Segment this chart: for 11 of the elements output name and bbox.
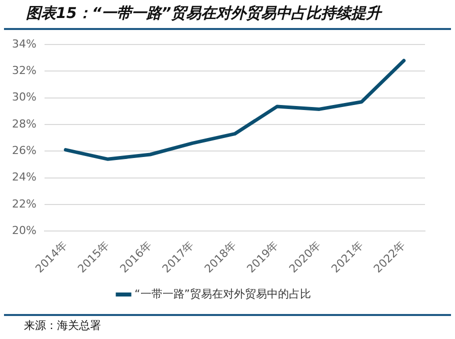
chart-title: 图表15：“一带一路”贸易在对外贸易中占比持续提升 bbox=[25, 3, 384, 23]
y-tick-label: 30% bbox=[12, 90, 36, 104]
y-tick-label: 26% bbox=[12, 144, 36, 158]
y-tick-label: 20% bbox=[12, 224, 36, 237]
y-tick-label: 34% bbox=[12, 37, 36, 50]
y-tick-label: 28% bbox=[12, 117, 36, 130]
legend-label: “一带一路”贸易在对外贸易中的占比 bbox=[134, 287, 311, 300]
source-note: 来源：海关总署 bbox=[23, 318, 102, 333]
y-tick-label: 32% bbox=[12, 64, 36, 78]
y-tick-label: 22% bbox=[12, 197, 36, 210]
y-tick-label: 24% bbox=[12, 170, 36, 184]
